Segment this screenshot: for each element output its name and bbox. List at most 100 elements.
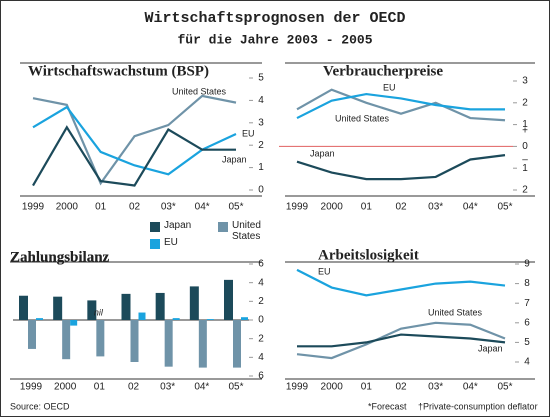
legend-swatch bbox=[218, 222, 228, 232]
series-line bbox=[32, 125, 236, 187]
bar bbox=[241, 317, 248, 320]
series-line bbox=[296, 154, 506, 181]
series-label: United States bbox=[335, 113, 390, 123]
y-tick-label: 4 bbox=[258, 352, 264, 363]
bar bbox=[138, 312, 146, 320]
x-tick-label: 01 bbox=[361, 202, 373, 213]
y-tick-label: 7 bbox=[524, 298, 530, 309]
y-tick-label: 4 bbox=[258, 95, 264, 106]
series-line bbox=[296, 321, 506, 360]
x-tick-label: 1999 bbox=[20, 382, 43, 393]
legend-swatch bbox=[150, 239, 160, 249]
bar bbox=[121, 293, 131, 320]
series-label: Japan bbox=[222, 154, 247, 164]
x-tick-label: 1999 bbox=[286, 202, 309, 213]
series-line bbox=[32, 105, 237, 176]
y-tick-label: 8 bbox=[524, 278, 530, 289]
x-tick-label: 04* bbox=[463, 202, 478, 213]
legend-label: Japan bbox=[164, 220, 192, 231]
y-tick-label: 2 bbox=[522, 97, 528, 108]
page-title: Wirtschaftsprognosen der OECD bbox=[144, 10, 405, 27]
y-tick-label: 6 bbox=[258, 259, 264, 270]
x-tick-label: 05* bbox=[497, 202, 512, 213]
series-label: EU bbox=[318, 266, 331, 276]
series-label: EU bbox=[242, 128, 255, 138]
bar bbox=[164, 320, 173, 367]
x-tick-label: 1999 bbox=[286, 382, 309, 393]
y-tick-label: 9 bbox=[524, 259, 530, 270]
x-tick-label: 01 bbox=[95, 202, 107, 213]
x-tick-label: 02 bbox=[128, 382, 140, 393]
series-label: United States bbox=[428, 307, 483, 317]
panel-title: Zahlungsbilanz bbox=[10, 249, 110, 265]
series-label: Japan bbox=[310, 148, 335, 158]
bar bbox=[189, 286, 199, 320]
bar bbox=[87, 300, 97, 320]
axis-sign: + bbox=[522, 126, 528, 137]
x-tick-label: 04* bbox=[195, 202, 210, 213]
series-line bbox=[297, 333, 506, 348]
y-tick-label: 3 bbox=[522, 76, 528, 87]
source: Source: OECD bbox=[10, 401, 70, 411]
bar bbox=[206, 319, 214, 320]
x-tick-label: 01 bbox=[361, 382, 373, 393]
series-line bbox=[296, 268, 506, 297]
bar bbox=[62, 320, 71, 360]
bar bbox=[28, 320, 36, 349]
value-label: nil bbox=[94, 307, 104, 317]
legend-label: United States bbox=[232, 220, 261, 242]
panel-title: Wirtschaftswachstum (BSP) bbox=[28, 63, 209, 79]
bar bbox=[224, 279, 233, 320]
series-line bbox=[296, 92, 505, 120]
legend-label: EU bbox=[164, 237, 178, 248]
y-tick-label: 5 bbox=[258, 73, 264, 84]
bar bbox=[172, 318, 180, 320]
y-tick-label: 2 bbox=[258, 333, 264, 344]
axis-sign: – bbox=[522, 155, 528, 166]
bar bbox=[53, 296, 63, 320]
y-tick-label: 1 bbox=[522, 119, 528, 130]
x-tick-label: 03* bbox=[428, 202, 443, 213]
y-tick-label: 0 bbox=[258, 185, 264, 196]
series-label: United States bbox=[172, 86, 227, 96]
series-label: Japan bbox=[478, 343, 503, 353]
x-tick-label: 03* bbox=[428, 382, 443, 393]
x-tick-label: 03* bbox=[160, 382, 175, 393]
y-tick-label: 3 bbox=[258, 117, 264, 128]
panel-title: Verbraucherpreise bbox=[323, 63, 443, 79]
x-tick-label: 05* bbox=[228, 382, 243, 393]
y-tick-label: 0 bbox=[258, 315, 264, 326]
x-tick-label: 01 bbox=[94, 382, 106, 393]
x-tick-label: 1999 bbox=[22, 202, 45, 213]
y-tick-label: 1 bbox=[522, 163, 528, 174]
panel-title: Arbeitslosigkeit bbox=[318, 247, 419, 263]
bar bbox=[130, 320, 139, 362]
x-tick-label: 2000 bbox=[56, 202, 79, 213]
footnote: †Private-consumption deflator bbox=[418, 401, 538, 411]
bar bbox=[96, 320, 105, 357]
x-tick-label: 03* bbox=[161, 202, 176, 213]
bar bbox=[198, 320, 207, 368]
x-tick-label: 04* bbox=[463, 382, 478, 393]
legend-swatch bbox=[150, 222, 160, 232]
legend-label-box: EU bbox=[164, 237, 178, 248]
x-tick-label: 02 bbox=[129, 202, 141, 213]
x-tick-label: 2000 bbox=[321, 202, 344, 213]
legend-label-box: Japan bbox=[164, 220, 192, 231]
panel-title: Zahlungsbilanz bbox=[10, 249, 110, 265]
y-tick-label: 2 bbox=[258, 140, 264, 151]
x-tick-label: 04* bbox=[194, 382, 209, 393]
footnote: *Forecast bbox=[368, 401, 407, 411]
y-tick-label: 2 bbox=[522, 185, 528, 196]
y-tick-label: 1 bbox=[258, 162, 264, 173]
bar bbox=[19, 295, 28, 320]
x-tick-label: 05* bbox=[497, 382, 512, 393]
y-tick-label: 5 bbox=[524, 337, 530, 348]
bar bbox=[233, 320, 241, 368]
page-subtitle: für die Jahre 2003 - 2005 bbox=[177, 32, 372, 47]
bar bbox=[155, 292, 165, 320]
x-tick-label: 02 bbox=[395, 382, 407, 393]
x-tick-label: 2000 bbox=[54, 382, 77, 393]
bar bbox=[70, 320, 78, 326]
